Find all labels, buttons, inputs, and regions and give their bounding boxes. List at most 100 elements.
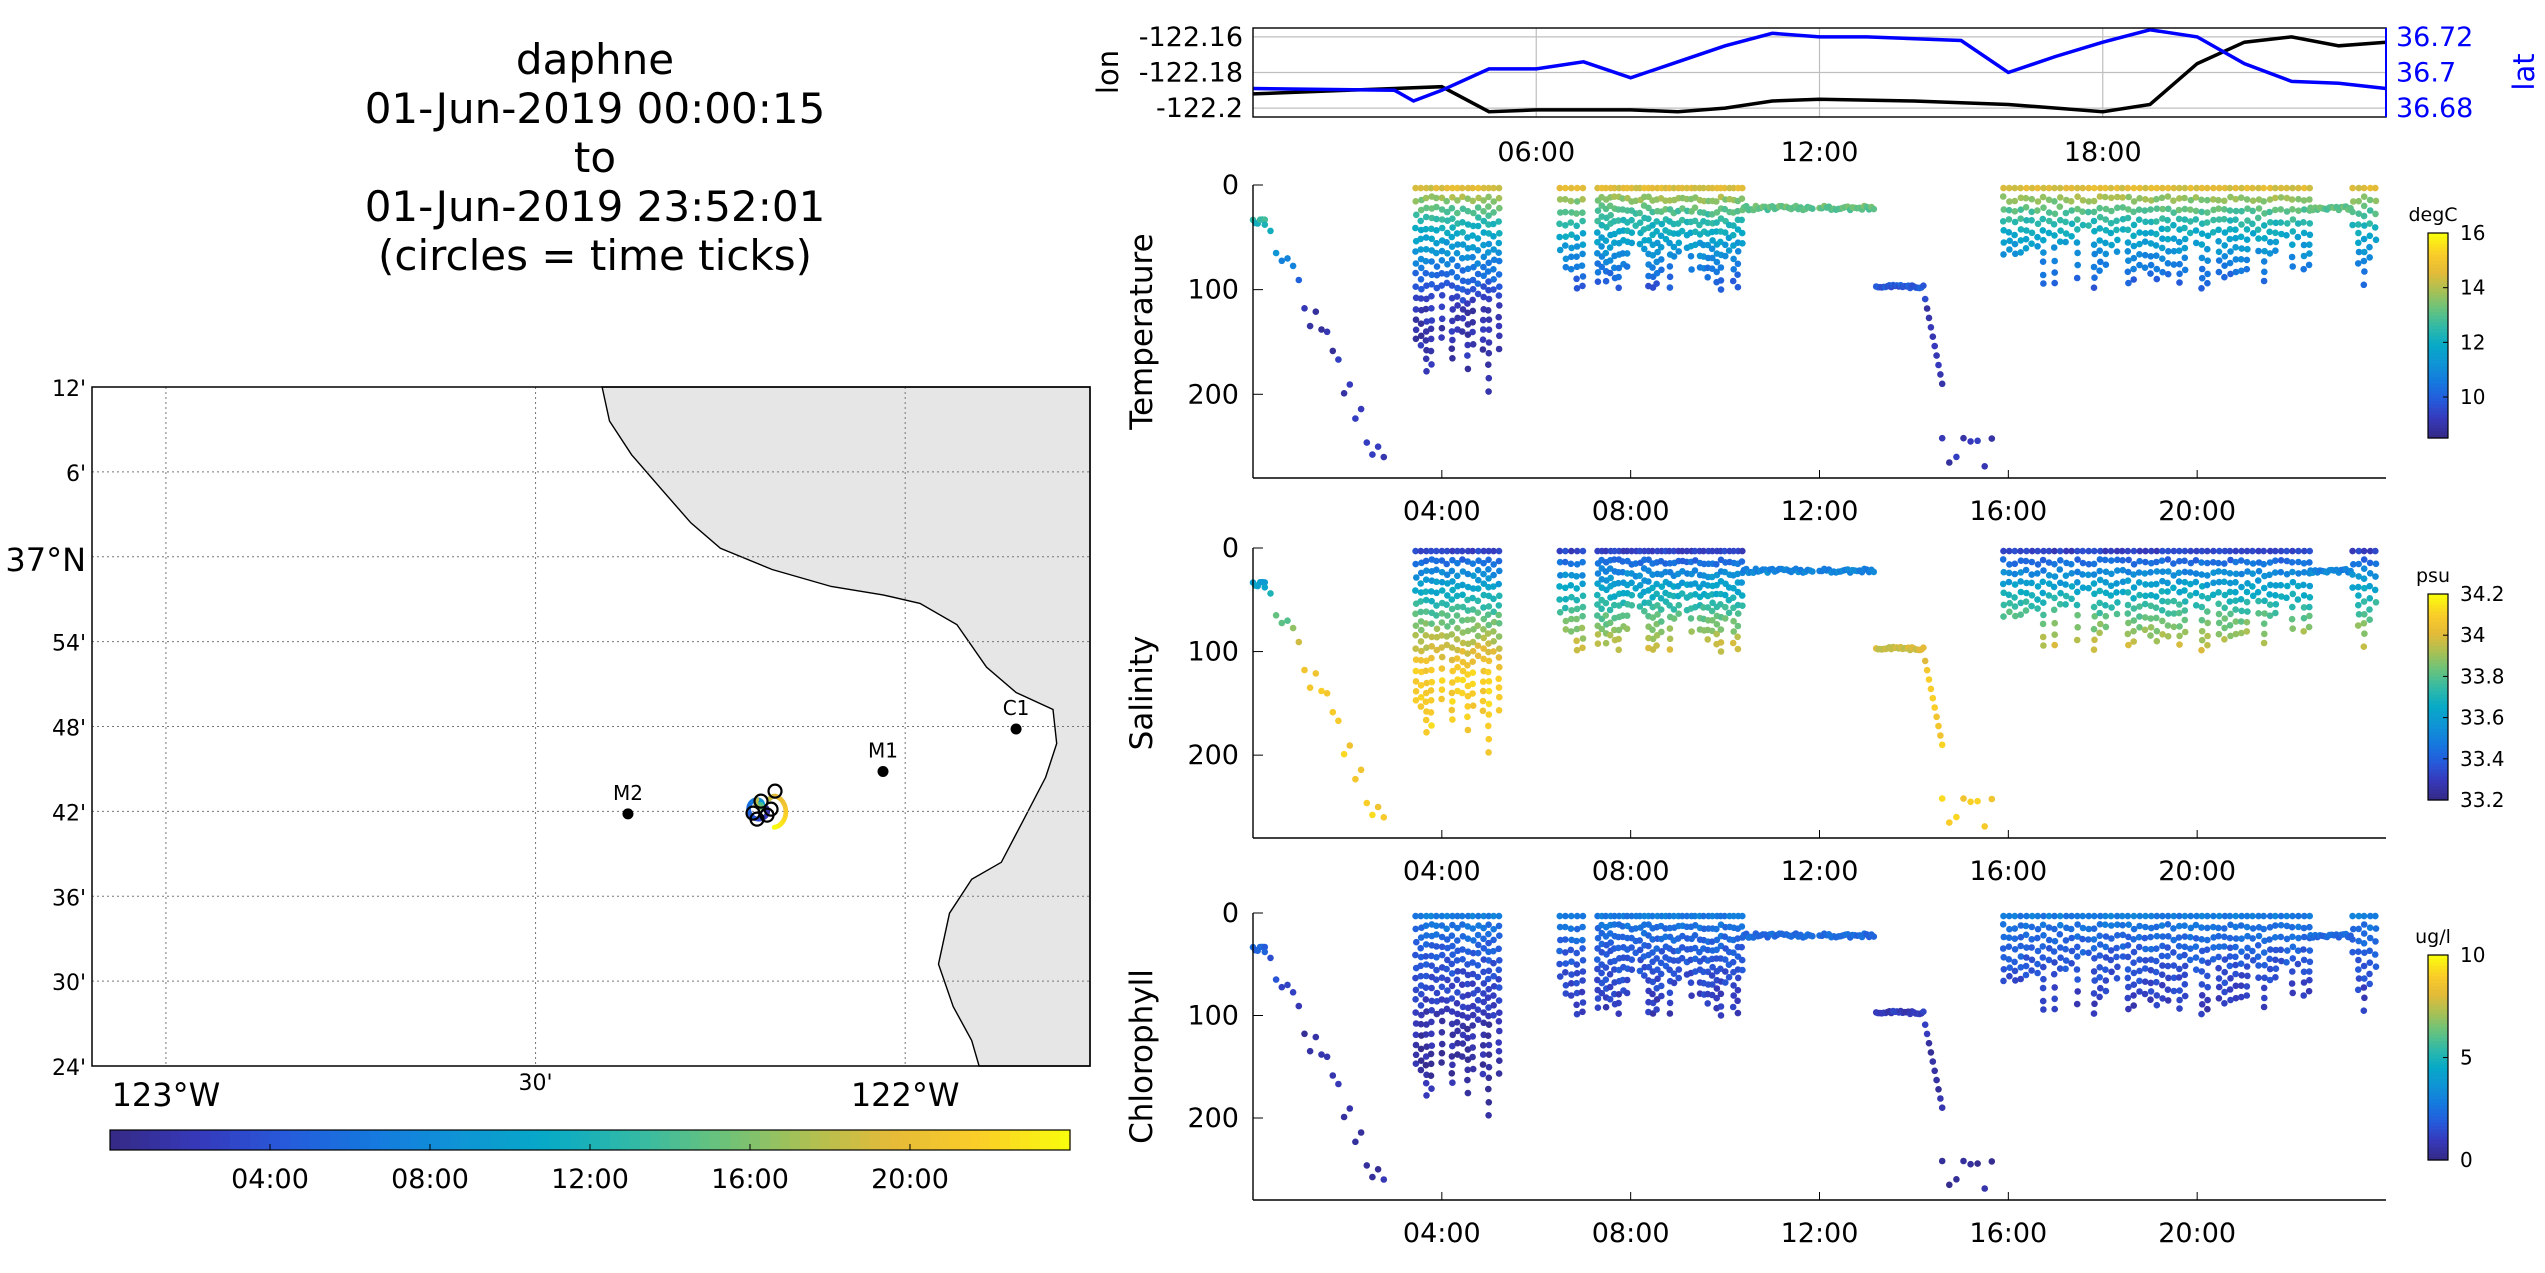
temperature-section-point <box>2085 222 2092 229</box>
salinity-section-point <box>2039 589 2047 597</box>
temperature-section-colorbar-segment <box>2428 301 2448 306</box>
chlorophyll-section-point <box>2226 953 2234 960</box>
temperature-section-point <box>1495 184 1503 192</box>
salinity-section-point <box>2204 547 2211 555</box>
temperature-section-point <box>2101 193 2109 201</box>
temperature-section-point <box>2372 210 2379 218</box>
temperature-section-point <box>2254 226 2262 233</box>
chlorophyll-section-point <box>1739 912 1746 920</box>
time-colorbar-segment <box>150 1130 161 1150</box>
temperature-section-point <box>2244 205 2251 212</box>
temperature-section-point <box>2289 216 2297 223</box>
salinity-section-point <box>2096 629 2103 637</box>
salinity-section-point <box>1938 741 1946 749</box>
temperature-section-point <box>1573 222 1580 230</box>
temperature-section-point <box>2124 248 2132 255</box>
salinity-section-point <box>2277 557 2285 564</box>
chlorophyll-section-point <box>2164 952 2171 960</box>
figure-title: daphne 01-Jun-2019 00:00:15 to 01-Jun-20… <box>200 35 990 280</box>
temperature-section-colorbar-segment <box>2428 359 2448 364</box>
time-tick-circle <box>749 811 765 827</box>
salinity-section-point <box>1717 648 1725 655</box>
salinity-section-point <box>1717 626 1725 633</box>
chlorophyll-section-point <box>2147 988 2155 995</box>
temperature-section-point <box>1480 283 1487 290</box>
salinity-section-point <box>2232 618 2240 625</box>
salinity-section-point <box>1306 684 1314 691</box>
salinity-section-point <box>1485 621 1492 629</box>
salinity-section-point <box>2040 547 2047 555</box>
chlorophyll-section-point <box>2028 912 2036 920</box>
chlorophyll-section-point <box>2266 924 2274 931</box>
time-colorbar-segment <box>210 1130 221 1150</box>
time-colorbar-segment <box>750 1130 761 1150</box>
chlorophyll-section-point <box>1438 951 1446 959</box>
salinity-section-point <box>2367 547 2374 555</box>
chlorophyll-section-point <box>1459 993 1467 1000</box>
temperature-section-point <box>1412 294 1420 302</box>
salinity-section-point <box>1739 547 1746 555</box>
chlorophyll-section-point <box>2113 912 2121 920</box>
chlorophyll-section-point <box>1417 1045 1425 1053</box>
salinity-section-point <box>1459 639 1467 647</box>
temperature-section-point <box>1579 217 1586 225</box>
salinity-section-point <box>1615 626 1623 634</box>
temperature-section-point <box>2159 184 2166 192</box>
chlorophyll-section-colorbar-tick-label: 0 <box>2460 1148 2473 1172</box>
salinity-section-colorbar-segment <box>2428 624 2448 629</box>
chlorophyll-section-point <box>1579 957 1587 964</box>
salinity-section-point <box>2017 611 2024 618</box>
chlorophyll-section-point <box>2051 912 2058 920</box>
map-lat-tick-label: 37°N <box>5 541 86 579</box>
chlorophyll-section-point <box>1412 996 1419 1003</box>
salinity-section-point <box>1485 603 1493 610</box>
chlorophyll-section-point <box>1459 956 1466 963</box>
salinity-section-point <box>1579 572 1586 579</box>
chlorophyll-section-point <box>1556 960 1563 968</box>
salinity-section-point <box>2085 571 2092 579</box>
salinity-section-point <box>1594 640 1602 647</box>
salinity-section-point <box>1721 547 1728 555</box>
temperature-section-point <box>1717 286 1725 293</box>
salinity-section-point <box>2209 559 2217 566</box>
salinity-section-point <box>1579 558 1586 566</box>
salinity-section-point <box>2215 589 2222 596</box>
temperature-section-point <box>1438 292 1446 299</box>
temperature-section-point <box>1438 257 1446 264</box>
temperature-section-point <box>1933 352 1940 359</box>
salinity-section-point <box>1448 689 1456 697</box>
temperature-section-point <box>1301 305 1308 312</box>
salinity-section-point <box>1469 669 1477 676</box>
temperature-section-colorbar-segment <box>2428 373 2448 378</box>
temperature-section-point <box>1953 453 1960 461</box>
time-colorbar-segment <box>450 1130 461 1150</box>
chlorophyll-section-point <box>1657 970 1665 978</box>
chlorophyll-section-point <box>2056 931 2064 938</box>
temperature-section-point <box>2221 273 2228 281</box>
chlorophyll-section-point <box>1485 967 1493 975</box>
chlorophyll-section-colorbar-segment <box>2428 1136 2448 1141</box>
chlorophyll-section-point <box>1469 970 1477 978</box>
chlorophyll-section-point <box>2159 981 2166 989</box>
temperature-section-point <box>1683 184 1691 192</box>
temperature-section-point <box>2096 225 2104 232</box>
chlorophyll-section-point <box>1454 1039 1461 1047</box>
chlorophyll-section-point <box>2113 944 2120 952</box>
salinity-section-point <box>2051 641 2058 649</box>
temperature-section-point <box>2300 197 2308 204</box>
salinity-section-point <box>2360 547 2368 555</box>
chlorophyll-section-point <box>2255 912 2262 920</box>
chlorophyll-section-point <box>2289 989 2296 997</box>
chlorophyll-section-point <box>1448 995 1456 1002</box>
chlorophyll-section-point <box>1721 912 1728 920</box>
chlorophyll-section-point <box>2159 912 2166 920</box>
chlorophyll-section-point <box>2040 1006 2047 1013</box>
chlorophyll-section-colorbar-segment <box>2428 985 2448 990</box>
chlorophyll-section-point <box>2164 912 2172 920</box>
salinity-section-point <box>2124 547 2132 555</box>
salinity-section-point <box>1448 596 1456 603</box>
chlorophyll-section-point <box>2203 946 2211 953</box>
salinity-section-point <box>1412 667 1420 675</box>
chlorophyll-section-point <box>1490 947 1497 955</box>
chlorophyll-section-point <box>2221 968 2228 976</box>
